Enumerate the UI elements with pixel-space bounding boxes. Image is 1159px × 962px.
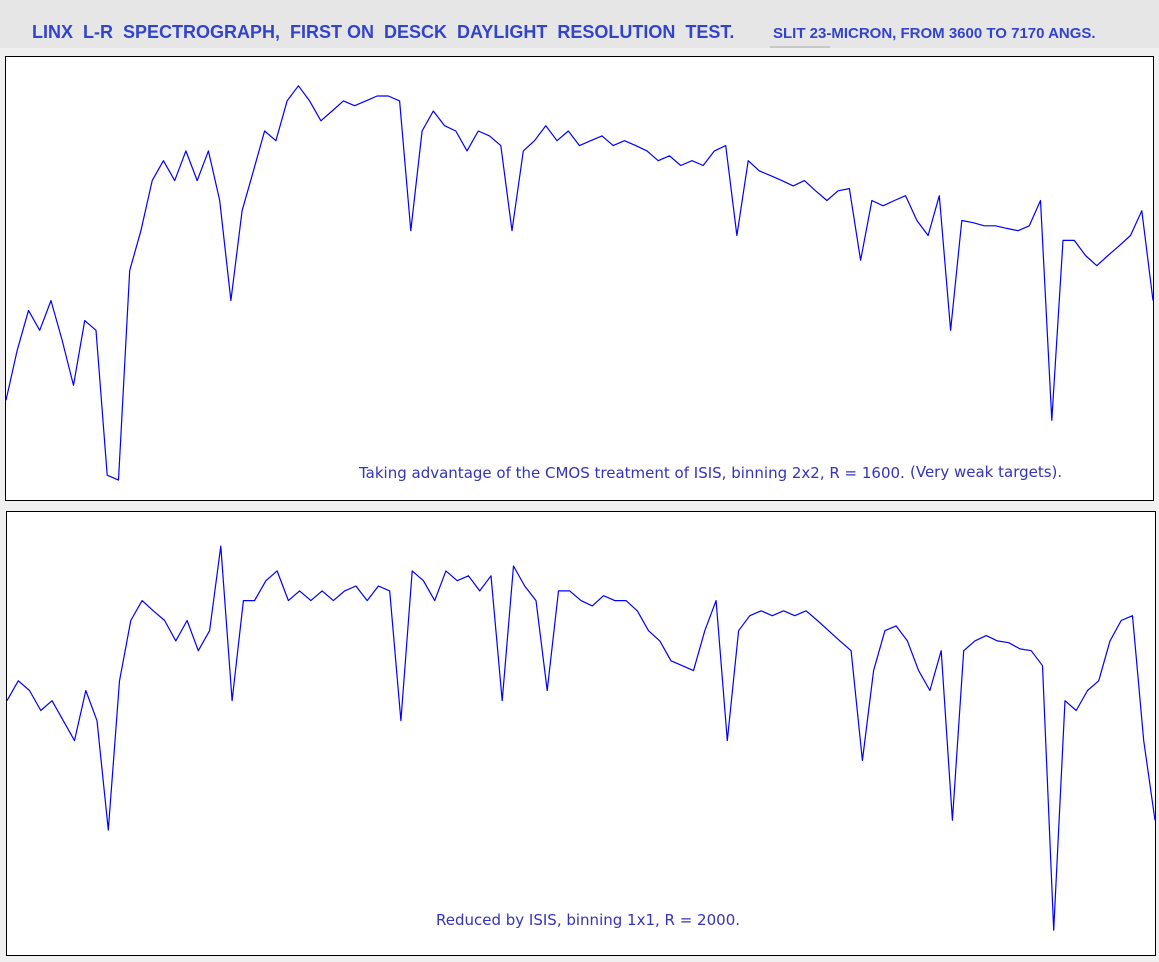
- annotation: Reduced by ISIS, binning 1x1, R = 2000.: [436, 911, 740, 929]
- annotation: (Very weak targets).: [910, 463, 1062, 481]
- panel: [6, 511, 1156, 956]
- annotation: Taking advantage of the CMOS treatment o…: [358, 464, 905, 482]
- page-title: LINX L-R SPECTROGRAPH, FIRST ON DESCK DA…: [32, 22, 734, 42]
- spectrum-line: [5, 85, 1154, 481]
- panel: [5, 56, 1154, 501]
- header-band: [0, 0, 1159, 48]
- spectrum-line: [6, 545, 1156, 931]
- page-subtitle: SLIT 23-MICRON, FROM 3600 TO 7170 ANGS.: [773, 25, 1096, 42]
